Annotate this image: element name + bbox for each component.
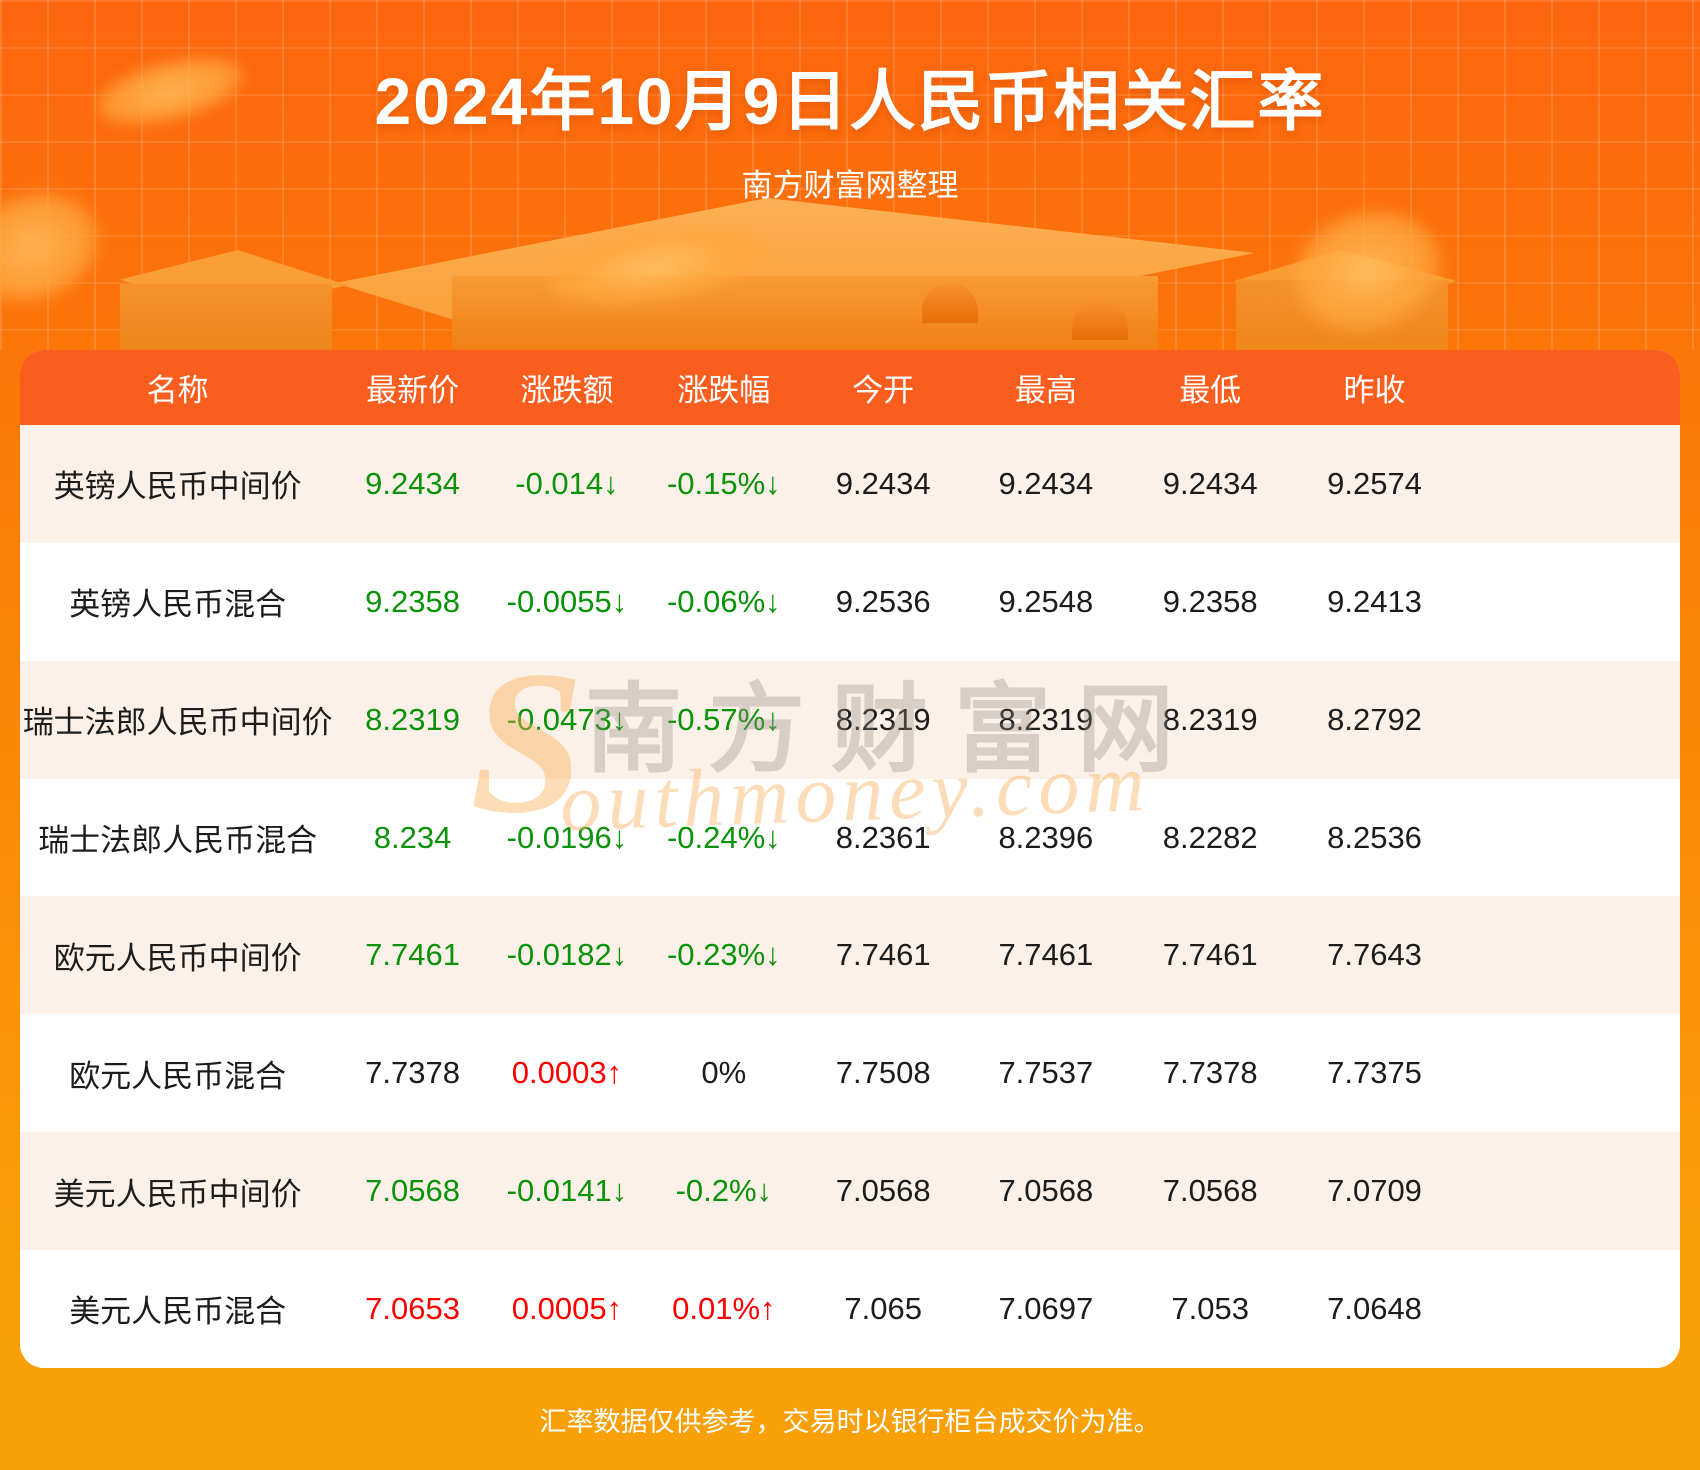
cell-high: 9.2434 [998, 465, 1094, 501]
table-row: 欧元人民币中间价 7.7461 -0.0182↓ -0.23%↓ 7.7461 7.746… [20, 896, 1680, 1015]
cell-change-pct: -0.2%↓ [675, 1173, 773, 1209]
podium-left-front-face [120, 284, 332, 350]
cell-low: 9.2434 [1162, 465, 1258, 501]
cell-low: 7.053 [1171, 1290, 1249, 1326]
cell-change: -0.0196↓ [506, 819, 628, 855]
table-row: 美元人民币中间价 7.0568 -0.0141↓ -0.2%↓ 7.0568 7.0568… [20, 1132, 1680, 1251]
cell-change-pct: 0% [701, 1055, 747, 1091]
cell-latest: 7.7378 [365, 1055, 460, 1091]
cell-open: 7.7508 [835, 1055, 931, 1091]
column-header-change-pct: 涨跌幅 [677, 373, 771, 408]
cell-high: 9.2548 [998, 583, 1094, 619]
row-name: 欧元人民币混合 [69, 1058, 287, 1094]
cell-change: -0.014↓ [515, 465, 619, 501]
cell-open: 9.2434 [835, 465, 931, 501]
podium-arch-decoration [1072, 300, 1128, 340]
cell-low: 9.2358 [1162, 583, 1258, 619]
cell-change: -0.0055↓ [506, 583, 628, 619]
column-header-high: 最高 [1014, 373, 1077, 408]
cell-change-pct: 0.01%↑ [672, 1290, 776, 1326]
cell-latest: 8.234 [373, 819, 452, 855]
cell-change: 0.0003↑ [511, 1055, 623, 1091]
row-name: 瑞士法郎人民币中间价 [22, 705, 333, 741]
cell-high: 8.2319 [998, 701, 1094, 737]
cell-high: 7.7537 [998, 1055, 1094, 1091]
cell-change: -0.0182↓ [506, 937, 628, 973]
cell-low: 8.2319 [1162, 701, 1258, 737]
cell-open: 8.2361 [835, 819, 931, 855]
cell-latest: 9.2434 [365, 465, 460, 501]
column-header-name: 名称 [146, 373, 209, 408]
row-name: 瑞士法郎人民币混合 [38, 823, 318, 858]
cell-prev-close: 9.2413 [1327, 583, 1422, 619]
table-row: 美元人民币混合 7.0653 0.0005↑ 0.01%↑ 7.065 7.0697 7.0… [20, 1250, 1680, 1368]
cell-low: 7.7378 [1162, 1055, 1258, 1091]
cell-open: 8.2319 [835, 701, 931, 737]
row-name: 欧元人民币中间价 [53, 940, 302, 976]
cell-prev-close: 8.2792 [1327, 701, 1422, 737]
row-name: 美元人民币中间价 [53, 1176, 302, 1212]
column-header-change: 涨跌额 [520, 373, 614, 408]
cell-prev-close: 9.2574 [1327, 465, 1422, 501]
table-body: 英镑人民币中间价 9.2434 -0.014↓ -0.15%↓ 9.2434 9.2434… [20, 425, 1680, 1368]
cell-open: 7.0568 [835, 1173, 931, 1209]
cell-change-pct: -0.23%↓ [666, 937, 781, 973]
cell-low: 7.7461 [1162, 937, 1258, 973]
cell-high: 7.7461 [998, 937, 1094, 973]
cell-open: 7.065 [844, 1290, 922, 1326]
column-header-low: 最低 [1179, 373, 1242, 408]
table-row: 英镑人民币中间价 9.2434 -0.014↓ -0.15%↓ 9.2434 9.2434… [20, 425, 1680, 543]
cell-latest: 7.0568 [365, 1173, 460, 1209]
cell-change-pct: -0.57%↓ [666, 701, 781, 737]
cell-prev-close: 8.2536 [1327, 819, 1422, 855]
cell-change: 0.0005↑ [511, 1290, 623, 1326]
hero-banner: 2024年10月9日人民币相关汇率 南方财富网整理 [0, 0, 1700, 350]
column-header-latest: 最新价 [366, 373, 460, 408]
cell-prev-close: 7.7375 [1327, 1055, 1422, 1091]
disclaimer-text: 汇率数据仅供参考，交易时以银行柜台成交价为准。 [539, 1406, 1161, 1437]
table-header-row: 名称 最新价 涨跌额 涨跌幅 今开 最高 最低 昨收 [20, 350, 1680, 425]
cell-latest: 9.2358 [365, 583, 460, 619]
cell-change: -0.0141↓ [506, 1173, 628, 1209]
table-row: 瑞士法郎人民币中间价 8.2319 -0.0473↓ -0.57%↓ 8.2319 8.2… [20, 660, 1680, 779]
page-subtitle: 南方财富网整理 [741, 168, 959, 203]
cell-open: 7.7461 [835, 937, 931, 973]
table-row: 欧元人民币混合 7.7378 0.0003↑ 0% 7.7508 7.7537 7.7378… [20, 1014, 1680, 1133]
cell-latest: 7.7461 [365, 937, 460, 973]
column-header-prev-close: 昨收 [1343, 373, 1406, 408]
table-row: 英镑人民币混合 9.2358 -0.0055↓ -0.06%↓ 9.2536 9.2548… [20, 542, 1680, 661]
footer-bar: 汇率数据仅供参考，交易时以银行柜台成交价为准。 [0, 1368, 1700, 1470]
cell-open: 9.2536 [835, 583, 931, 619]
cell-prev-close: 7.0648 [1327, 1290, 1422, 1326]
row-name: 英镑人民币混合 [69, 587, 287, 623]
cell-low: 7.0568 [1162, 1173, 1258, 1209]
cell-change-pct: -0.15%↓ [666, 465, 781, 501]
cell-latest: 7.0653 [365, 1290, 460, 1326]
cell-low: 8.2282 [1162, 819, 1258, 855]
row-name: 英镑人民币中间价 [53, 469, 302, 505]
cell-prev-close: 7.7643 [1327, 937, 1422, 973]
column-header-open: 今开 [852, 373, 915, 408]
cell-high: 8.2396 [998, 819, 1094, 855]
row-name: 美元人民币混合 [69, 1294, 287, 1330]
cell-high: 7.0568 [998, 1173, 1094, 1209]
cell-change: -0.0473↓ [506, 701, 628, 737]
table-row: 瑞士法郎人民币混合 8.234 -0.0196↓ -0.24%↓ 8.2361 8.239… [20, 778, 1680, 897]
cell-latest: 8.2319 [365, 701, 460, 737]
page-title: 2024年10月9日人民币相关汇率 [374, 64, 1326, 138]
cell-prev-close: 7.0709 [1327, 1173, 1422, 1209]
podium-arch-decoration [922, 283, 978, 323]
cell-change-pct: -0.24%↓ [666, 819, 781, 855]
rates-table: 名称 最新价 涨跌额 涨跌幅 今开 最高 最低 昨收 英镑人民币中间价 9.243… [20, 350, 1680, 1368]
cell-high: 7.0697 [998, 1290, 1094, 1326]
cell-change-pct: -0.06%↓ [666, 583, 781, 619]
